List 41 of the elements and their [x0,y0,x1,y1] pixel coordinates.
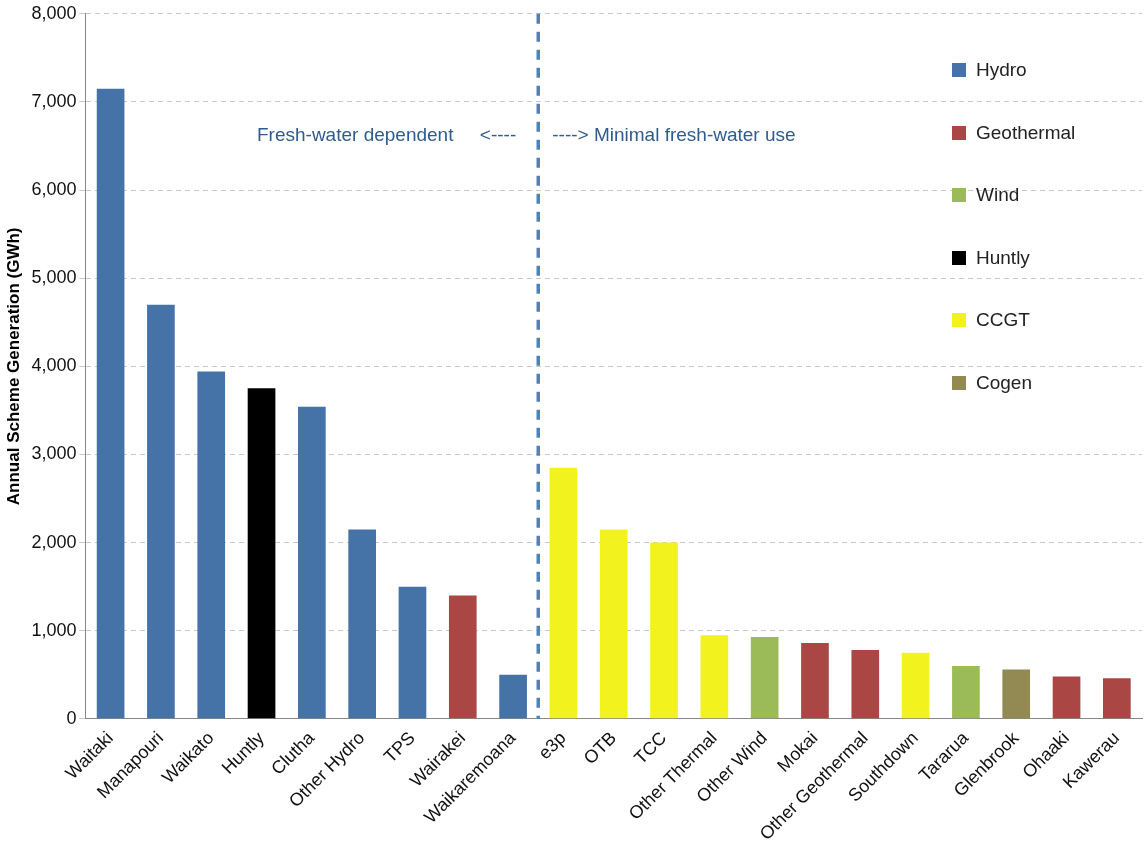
legend-label: Wind [976,184,1020,207]
legend-label: CCGT [976,309,1030,332]
x-tick-label: TCC [630,727,671,768]
bar [96,88,125,719]
legend-label: Geothermal [976,121,1076,144]
annotation: Fresh-water dependent <---- [257,123,517,145]
legend-label: Hydro [976,59,1027,82]
y-tick-label: 8,000 [31,2,77,23]
annotation: ----> Minimal fresh-water use [552,123,796,145]
bar [549,467,578,719]
bar [801,643,829,719]
y-tick-label: 5,000 [31,267,77,288]
bar [499,674,527,719]
bar [1052,676,1081,719]
bar [147,304,175,719]
y-tick-label: 2,000 [31,531,77,552]
bar [1103,678,1131,719]
bar [851,650,880,719]
bar [901,652,930,719]
bar [348,529,376,719]
x-tick-label: e3p [534,727,570,764]
y-tick-label: 7,000 [31,90,77,111]
legend-label: Cogen [976,371,1032,394]
bar [1002,669,1031,719]
bar [398,586,427,719]
bar [247,388,276,719]
bar [197,371,226,719]
y-tick-label: 3,000 [31,443,77,464]
y-tick-label: 4,000 [31,355,77,376]
bar [750,636,779,719]
bar [952,665,980,719]
y-tick-label: 0 [66,707,77,728]
legend-label: Huntly [976,246,1030,269]
bar [700,635,729,719]
y-axis-title: Annual Scheme Generation (GWh) [3,227,23,506]
bar [448,595,477,719]
bar [650,542,678,719]
bar [599,529,628,719]
y-tick-label: 1,000 [31,619,77,640]
bar [298,406,326,719]
y-tick-label: 6,000 [31,179,77,200]
